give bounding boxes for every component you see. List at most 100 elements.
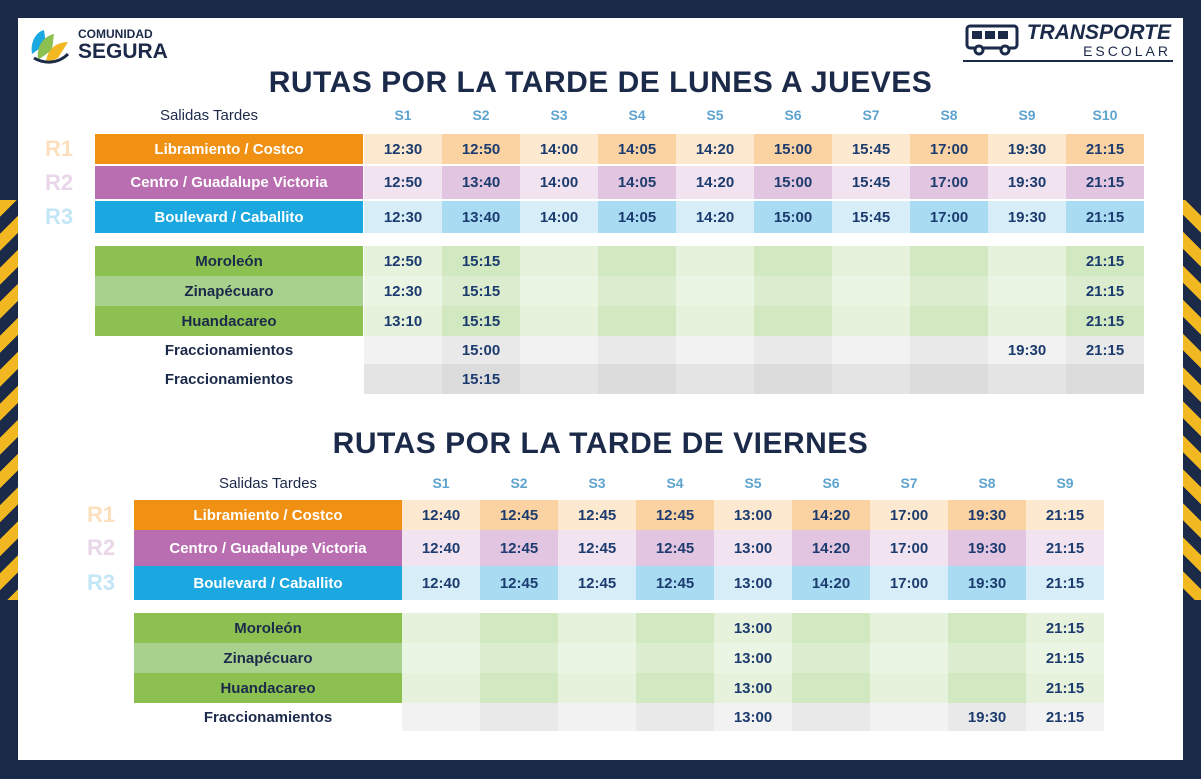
- time-cell: 15:45: [832, 134, 910, 164]
- column-header: S5: [744, 475, 762, 491]
- time-cell: [402, 643, 480, 673]
- salidas-label: Salidas Tardes: [159, 106, 259, 124]
- time-cell: 15:00: [754, 166, 832, 199]
- time-cell: 12:40: [402, 500, 480, 530]
- time-cell: 13:10: [364, 306, 442, 336]
- time-cell: [402, 613, 480, 643]
- time-cell: 15:45: [832, 201, 910, 233]
- time-cell: [832, 364, 910, 394]
- time-cell: [598, 364, 676, 394]
- extra-route-name: Moroleón: [95, 246, 363, 276]
- time-cell: [402, 703, 480, 731]
- time-cell: [558, 613, 636, 643]
- time-cell: [480, 703, 558, 731]
- time-cell: 12:45: [480, 500, 558, 530]
- time-cell: 17:00: [870, 566, 948, 600]
- time-cell: 13:00: [714, 643, 792, 673]
- time-cell: 21:15: [1026, 673, 1104, 703]
- time-cell: 13:00: [714, 500, 792, 530]
- time-cell: [676, 336, 754, 364]
- time-cell: [636, 643, 714, 673]
- route-label-r3: R3: [86, 570, 116, 595]
- brand-right-line1: TRANSPORTE: [1026, 21, 1171, 44]
- time-cell: 19:30: [988, 166, 1066, 199]
- time-cell: [676, 276, 754, 306]
- brand-right-line2: ESCOLAR: [1083, 43, 1171, 59]
- time-cell: 21:15: [1026, 500, 1104, 530]
- time-cell: [870, 673, 948, 703]
- extra-route-name: Zinapécuaro: [134, 643, 402, 673]
- brand-left-line2: SEGURA: [78, 39, 168, 63]
- route-label-r1: R1: [86, 502, 116, 527]
- time-cell: [520, 276, 598, 306]
- column-header: S7: [900, 475, 918, 491]
- route-label-r2: R2: [86, 535, 116, 560]
- time-cell: 14:20: [792, 566, 870, 600]
- extra-route-name: Huandacareo: [95, 306, 363, 336]
- time-cell: [948, 613, 1026, 643]
- time-cell: 21:15: [1066, 276, 1144, 306]
- time-cell: [910, 306, 988, 336]
- time-cell: [364, 336, 442, 364]
- time-cell: 14:20: [676, 166, 754, 199]
- time-cell: 12:45: [636, 530, 714, 566]
- time-cell: [910, 364, 988, 394]
- column-header: S7: [862, 107, 880, 123]
- time-cell: 15:00: [442, 336, 520, 364]
- time-cell: 21:15: [1066, 134, 1144, 164]
- time-cell: 12:45: [558, 500, 636, 530]
- time-cell: 21:15: [1066, 306, 1144, 336]
- time-cell: [870, 643, 948, 673]
- salidas-label: Salidas Tardes: [218, 474, 318, 492]
- time-cell: 12:45: [558, 566, 636, 600]
- time-cell: 13:00: [714, 673, 792, 703]
- time-cell: [832, 246, 910, 276]
- time-cell: 14:05: [598, 166, 676, 199]
- time-cell: [754, 336, 832, 364]
- time-cell: [1066, 364, 1144, 394]
- route-name: Centro / Guadalupe Victoria: [134, 530, 402, 566]
- time-cell: [402, 673, 480, 703]
- time-cell: [480, 643, 558, 673]
- column-header: S9: [1018, 107, 1036, 123]
- time-cell: [988, 276, 1066, 306]
- column-header: S4: [666, 475, 684, 491]
- time-cell: 12:45: [558, 530, 636, 566]
- time-cell: 21:15: [1026, 703, 1104, 731]
- column-header: S5: [706, 107, 724, 123]
- time-cell: 14:20: [792, 500, 870, 530]
- time-cell: [520, 246, 598, 276]
- time-cell: 19:30: [948, 703, 1026, 731]
- time-cell: 17:00: [910, 201, 988, 233]
- time-cell: [832, 306, 910, 336]
- time-cell: [558, 643, 636, 673]
- time-cell: 14:05: [598, 201, 676, 233]
- time-cell: [676, 364, 754, 394]
- time-cell: [910, 246, 988, 276]
- column-header: S1: [432, 475, 450, 491]
- route-label-r3: R3: [44, 204, 74, 229]
- time-cell: [910, 276, 988, 306]
- column-header: S3: [550, 107, 568, 123]
- time-cell: [948, 643, 1026, 673]
- column-header: S6: [822, 475, 840, 491]
- column-header: S8: [940, 107, 958, 123]
- time-cell: 15:45: [832, 166, 910, 199]
- time-cell: [792, 673, 870, 703]
- time-cell: 21:15: [1066, 201, 1144, 233]
- time-cell: 12:45: [480, 530, 558, 566]
- time-cell: 12:50: [442, 134, 520, 164]
- column-header: S2: [472, 107, 490, 123]
- column-header: S8: [978, 475, 996, 491]
- time-cell: 12:50: [364, 166, 442, 199]
- time-cell: 21:15: [1026, 613, 1104, 643]
- time-cell: 15:15: [442, 364, 520, 394]
- time-cell: [988, 364, 1066, 394]
- time-cell: [988, 246, 1066, 276]
- time-cell: [480, 613, 558, 643]
- time-cell: 17:00: [870, 530, 948, 566]
- time-cell: [870, 613, 948, 643]
- time-cell: 14:00: [520, 201, 598, 233]
- time-cell: [520, 306, 598, 336]
- extra-route-name: Huandacareo: [134, 673, 402, 703]
